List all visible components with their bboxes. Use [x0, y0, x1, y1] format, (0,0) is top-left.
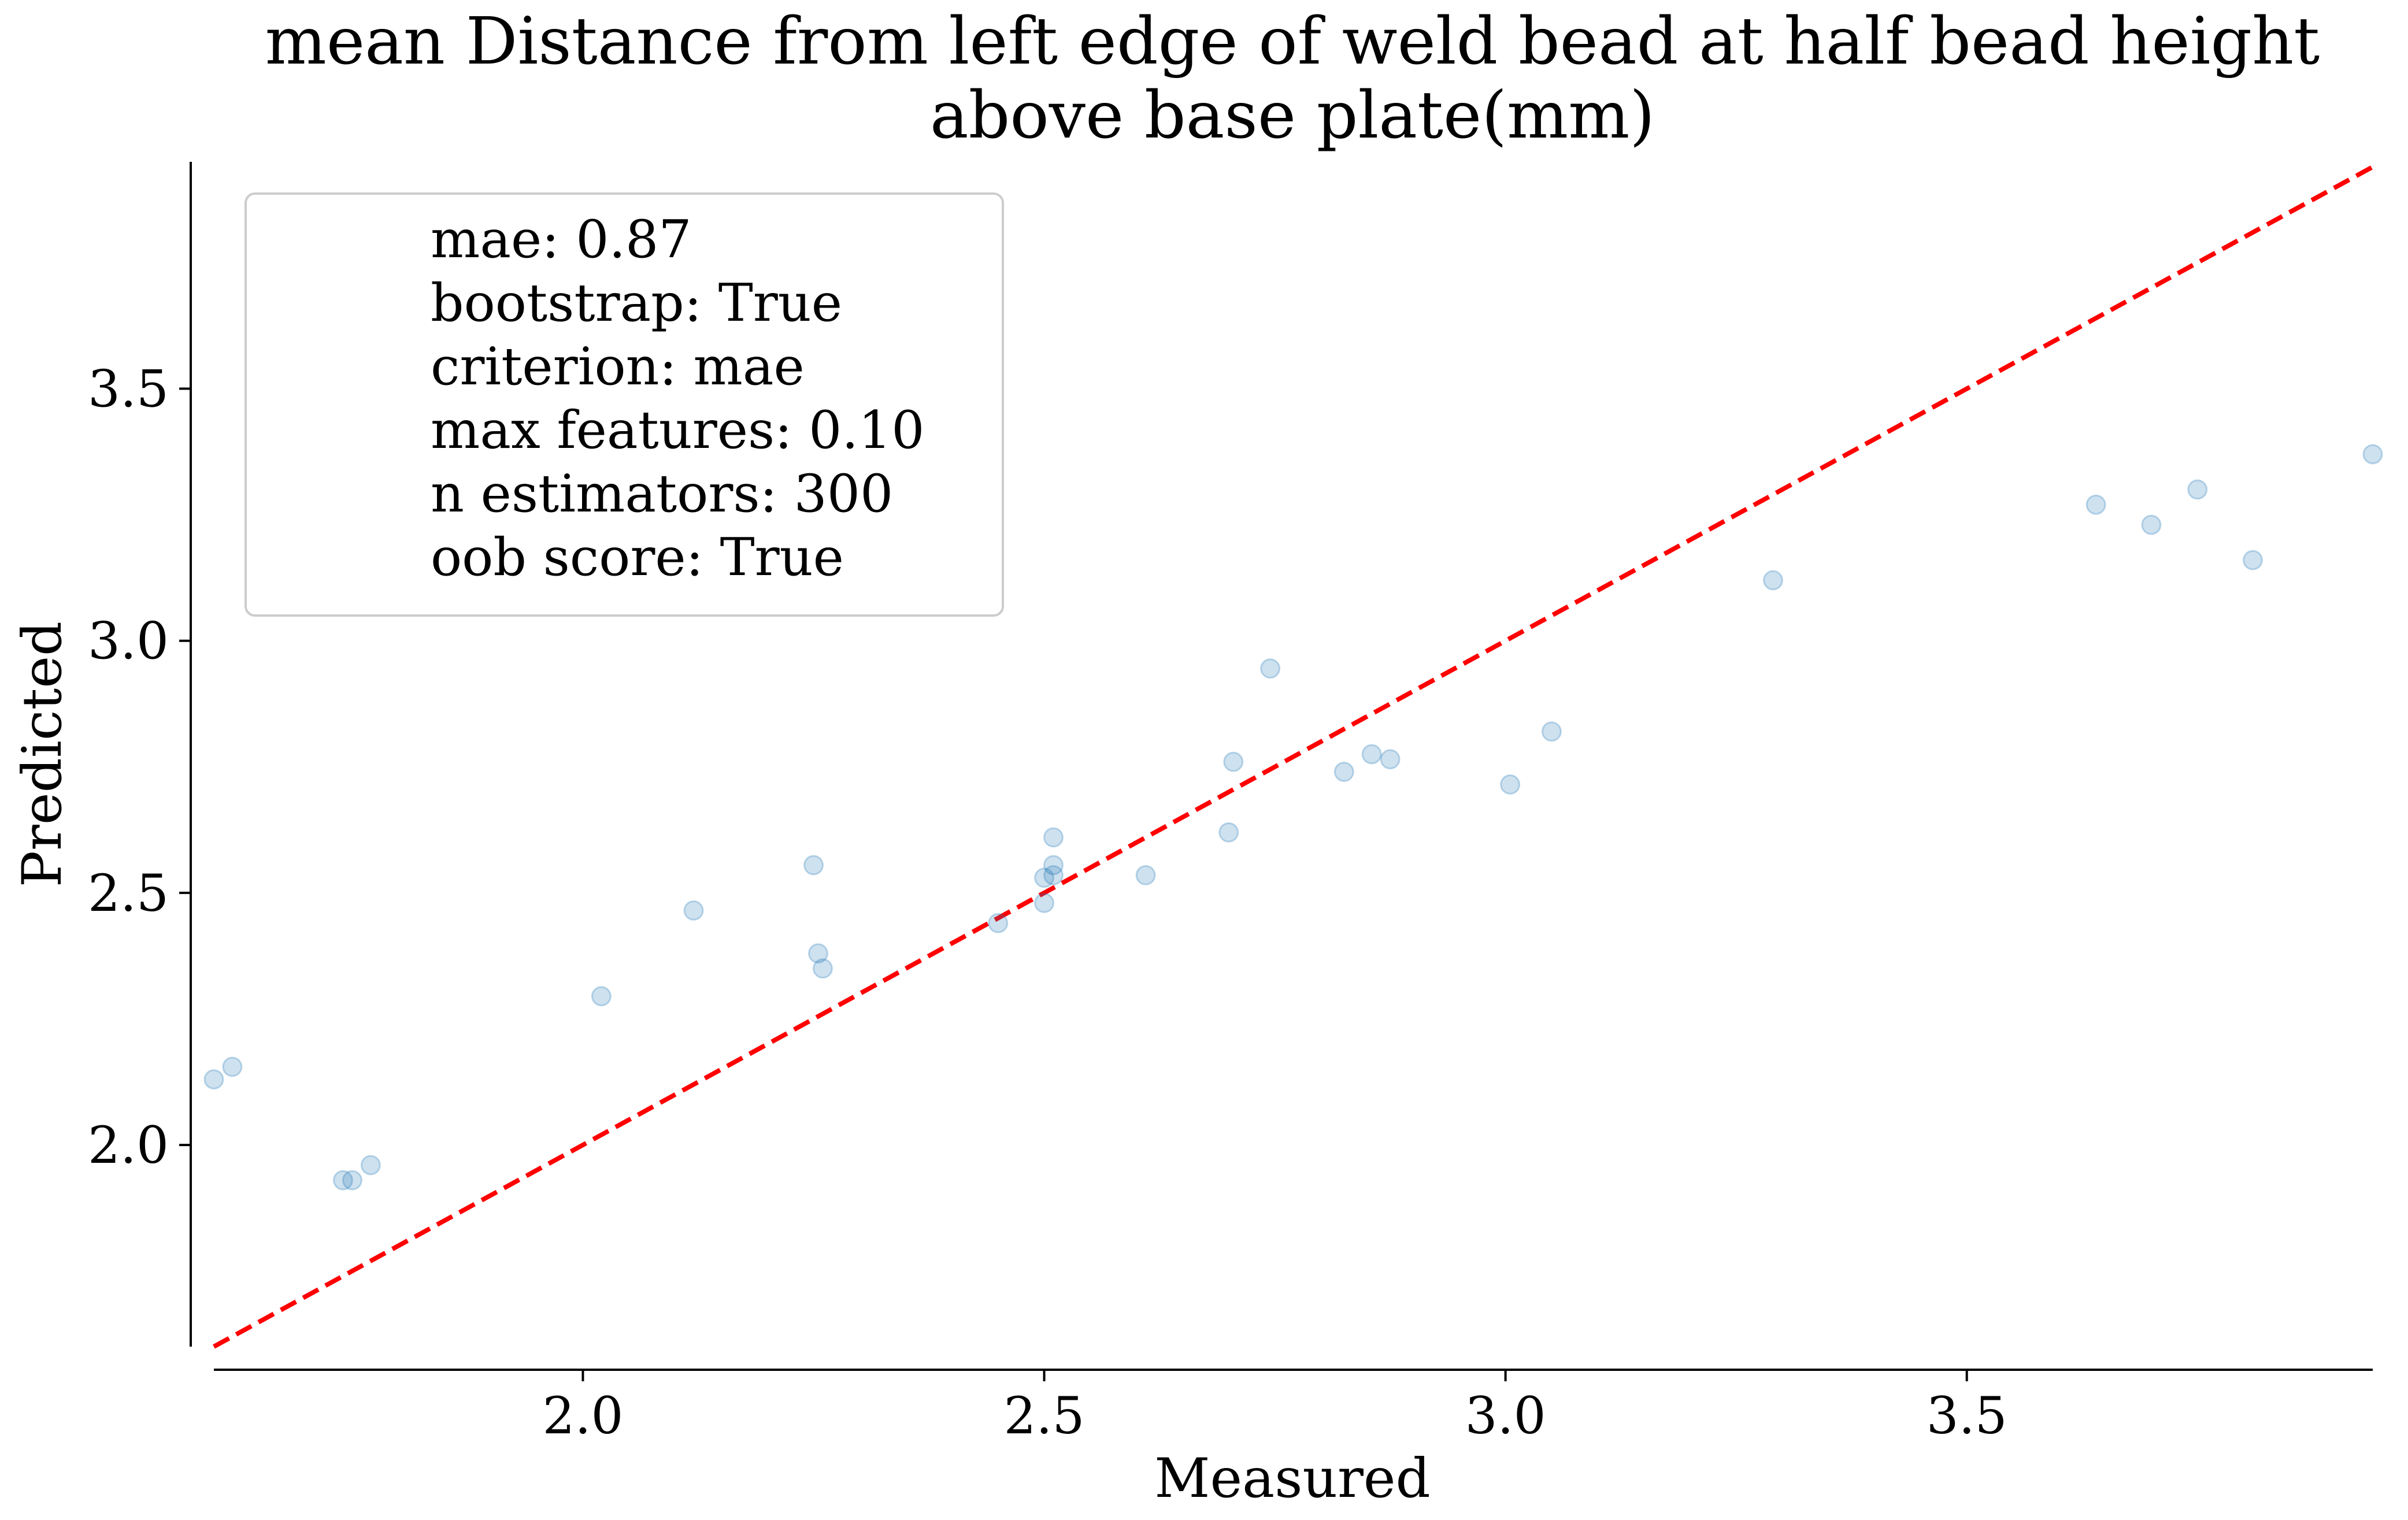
- scatter-point: [1260, 658, 1281, 679]
- x-axis-ticks: 2.0 2.5 3.0 3.5: [542, 1370, 2007, 1445]
- scatter-point: [332, 1170, 353, 1191]
- chart-title-line-2: above base plate(mm): [930, 78, 1655, 153]
- y-axis-ticks: 2.0 2.5 3.0 3.5: [88, 359, 191, 1175]
- scatter-point: [2362, 444, 2383, 465]
- scatter-point: [2187, 479, 2208, 500]
- scatter-point: [1043, 855, 1064, 876]
- legend-entry: mae: 0.87: [431, 209, 692, 270]
- scatter-point: [203, 1069, 224, 1090]
- scatter-point: [342, 1170, 362, 1191]
- legend-entry: bootstrap: True: [431, 273, 842, 333]
- scatter-point: [1043, 827, 1064, 848]
- y-tick-label: 3.5: [88, 359, 169, 419]
- legend-entry: criterion: mae: [431, 336, 805, 397]
- scatter-point: [1500, 774, 1521, 795]
- x-tick-label: 2.5: [1004, 1386, 1085, 1445]
- x-tick-label: 3.0: [1465, 1386, 1546, 1445]
- scatter-point: [2243, 550, 2263, 570]
- scatter-point: [812, 958, 833, 979]
- x-axis-label: Measured: [1154, 1447, 1430, 1510]
- scatter-point: [1034, 892, 1055, 913]
- scatter-point: [807, 943, 828, 964]
- y-tick-label: 3.0: [88, 611, 169, 671]
- chart-title-line-1: mean Distance from left edge of weld bea…: [265, 4, 2320, 79]
- scatter-point: [1541, 721, 1562, 742]
- scatter-point: [2085, 494, 2106, 515]
- scatter-point: [1034, 867, 1055, 888]
- scatter-point: [1218, 822, 1239, 843]
- scatter-point: [591, 986, 612, 1007]
- scatter-point: [1223, 751, 1244, 772]
- x-tick-label: 3.5: [1927, 1386, 2007, 1445]
- scatter-point: [803, 855, 824, 876]
- scatter-point: [2141, 514, 2162, 535]
- legend-entry: oob score: True: [431, 527, 844, 588]
- legend-entry: n estimators: 300: [431, 464, 893, 524]
- scatter-point: [988, 913, 1009, 933]
- reference-line-layer: [213, 165, 2374, 1349]
- y-tick-label: 2.0: [88, 1115, 169, 1175]
- reference-line: [213, 165, 2374, 1349]
- legend-box: [244, 192, 1004, 617]
- scatter-point: [360, 1155, 381, 1176]
- scatter-point: [1380, 749, 1401, 770]
- scatter-point: [683, 900, 704, 921]
- scatter-point: [1763, 570, 1783, 591]
- y-tick-label: 2.5: [88, 863, 169, 923]
- scatter-point: [1135, 865, 1156, 885]
- scatter-point: [1333, 762, 1354, 783]
- scatter-points: [203, 444, 2383, 1191]
- scatter-point: [1361, 744, 1382, 765]
- scatter-point: [222, 1056, 243, 1077]
- y-axis-label: Predicted: [11, 621, 74, 887]
- legend-entry: max features: 0.10: [431, 400, 925, 461]
- scatter-point: [1043, 865, 1064, 885]
- x-tick-label: 2.0: [542, 1386, 623, 1445]
